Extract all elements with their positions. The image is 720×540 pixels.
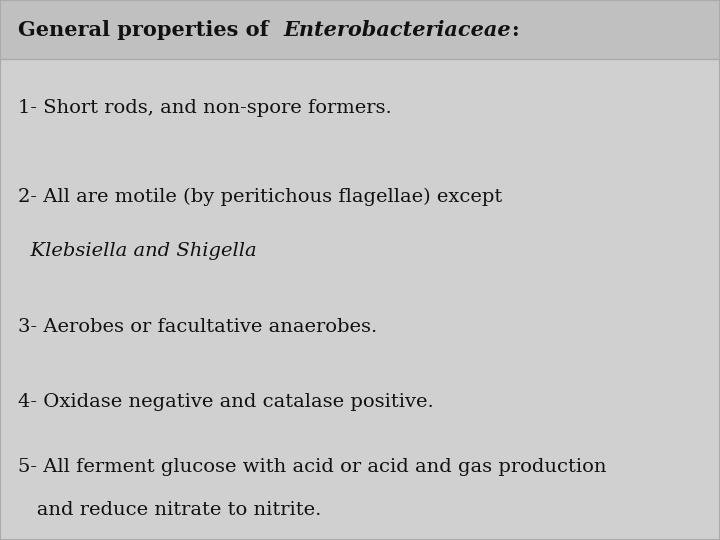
Text: General properties of: General properties of	[18, 19, 283, 40]
Text: :: :	[510, 19, 518, 40]
Bar	[0, 0, 720, 59]
Text: 4- Oxidase negative and catalase positive.: 4- Oxidase negative and catalase positiv…	[18, 393, 433, 411]
Text: Enterobacteriaceae: Enterobacteriaceae	[283, 19, 510, 40]
Text: 5- All ferment glucose with acid or acid and gas production: 5- All ferment glucose with acid or acid…	[18, 458, 606, 476]
Text: 2- All are motile (by peritichous flagellae) except: 2- All are motile (by peritichous flagel…	[18, 188, 503, 206]
Text: and reduce nitrate to nitrite.: and reduce nitrate to nitrite.	[18, 501, 321, 519]
Text: 1- Short rods, and non-spore formers.: 1- Short rods, and non-spore formers.	[18, 99, 392, 117]
Text: Klebsiella and Shigella: Klebsiella and Shigella	[18, 242, 256, 260]
Text: 3- Aerobes or facultative anaerobes.: 3- Aerobes or facultative anaerobes.	[18, 318, 377, 336]
